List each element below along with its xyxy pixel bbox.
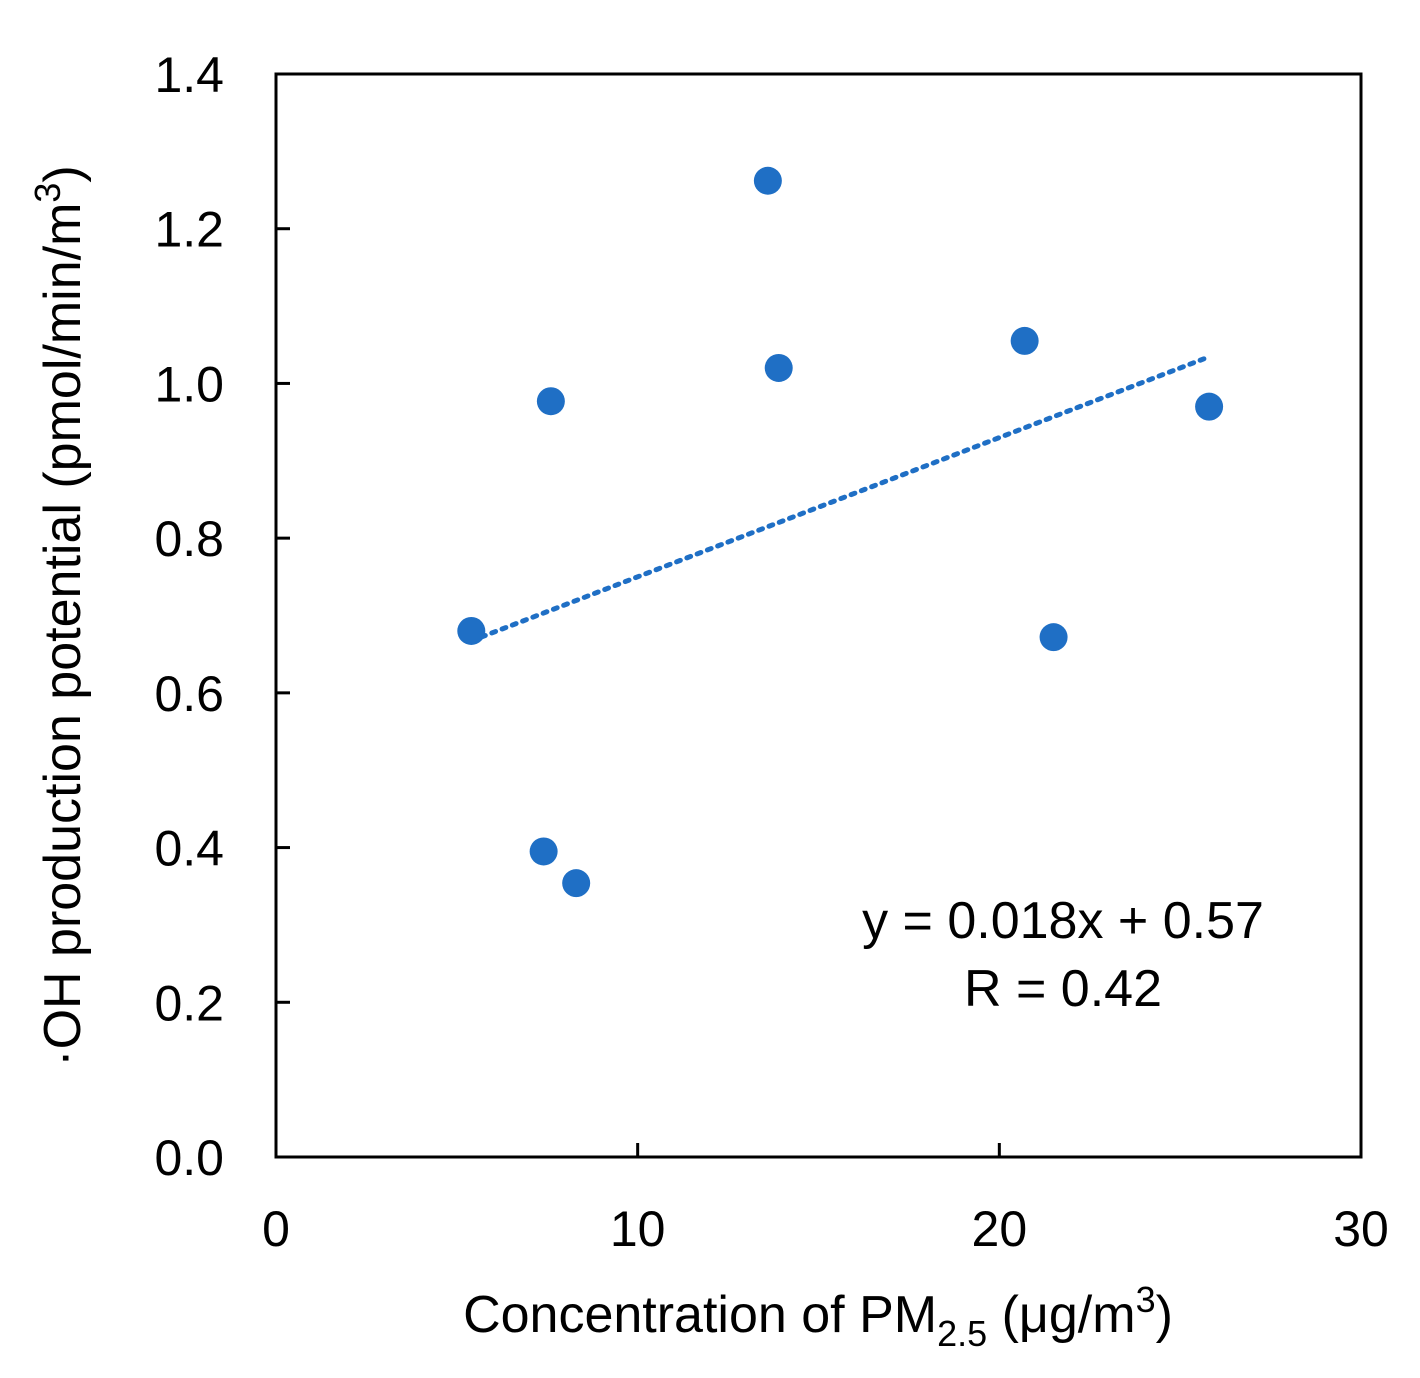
- x-axis-title-unit: (μg/m: [987, 1286, 1135, 1344]
- y-tick-label: 1.4: [154, 47, 224, 103]
- scatter-point: [562, 869, 591, 898]
- x-axis-title-close: ): [1156, 1286, 1173, 1344]
- y-axis-title: ·OH production potential (pmol/min/m3): [27, 165, 92, 1066]
- x-tick-label: 0: [262, 1201, 290, 1257]
- equation-annotation: y = 0.018x + 0.57: [862, 892, 1264, 950]
- y-tick-label: 0.2: [154, 975, 224, 1031]
- trendline: [468, 354, 1212, 644]
- r-value-annotation: R = 0.42: [964, 960, 1162, 1018]
- y-tick-label: 0.4: [154, 821, 224, 877]
- x-axis-title-main: Concentration of PM: [463, 1286, 937, 1344]
- scatter-point: [457, 616, 486, 645]
- scatter-point: [529, 837, 558, 866]
- x-tick-label: 30: [1333, 1201, 1389, 1257]
- x-axis-ticks: 0 10 20 30: [262, 1143, 1389, 1257]
- plot-area: [274, 72, 1363, 1159]
- x-axis-title-superscript: 3: [1136, 1279, 1156, 1320]
- scatter-point: [536, 387, 565, 416]
- y-axis-title-superscript: 3: [27, 183, 68, 203]
- y-tick-label: 0.8: [154, 511, 224, 567]
- y-axis-ticks: 0.0 0.2 0.4 0.6 0.8 1.0 1.2 1.4: [154, 47, 290, 1186]
- y-tick-label: 1.0: [154, 356, 224, 412]
- x-axis-title: Concentration of PM2.5 (μg/m3): [463, 1279, 1173, 1354]
- x-tick-label: 20: [972, 1201, 1028, 1257]
- y-axis-title-main: ·OH production potential (pmol/min/m: [34, 203, 92, 1067]
- x-tick-label: 10: [610, 1201, 666, 1257]
- scatter-point: [1195, 392, 1224, 421]
- trendline-group: [468, 354, 1212, 644]
- y-tick-label: 0.0: [154, 1130, 224, 1186]
- y-tick-label: 1.2: [154, 202, 224, 258]
- y-axis-title-close: ): [34, 165, 92, 182]
- scatter-point: [1010, 326, 1039, 355]
- scatter-point: [753, 166, 782, 195]
- scatter-point: [1039, 623, 1068, 652]
- scatter-point: [764, 353, 793, 382]
- x-axis-title-subscript: 2.5: [937, 1313, 987, 1354]
- data-points: [457, 166, 1224, 898]
- y-tick-label: 0.6: [154, 666, 224, 722]
